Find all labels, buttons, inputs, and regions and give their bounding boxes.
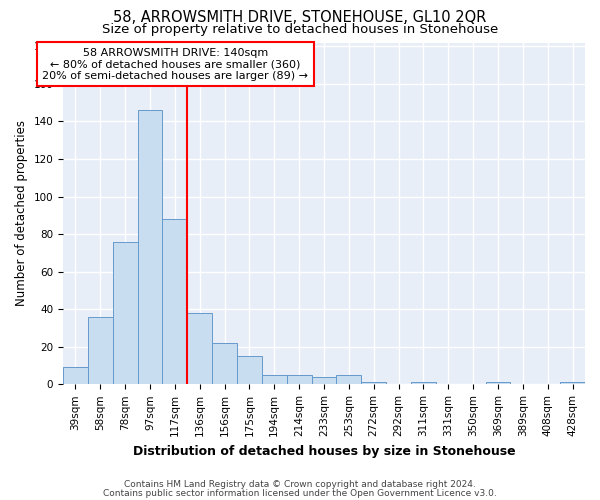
Text: 58, ARROWSMITH DRIVE, STONEHOUSE, GL10 2QR: 58, ARROWSMITH DRIVE, STONEHOUSE, GL10 2…	[113, 10, 487, 25]
Bar	[262, 375, 287, 384]
Bar	[237, 356, 262, 384]
Bar	[311, 377, 337, 384]
Bar	[411, 382, 436, 384]
Bar	[560, 382, 585, 384]
Bar	[137, 110, 163, 384]
Y-axis label: Number of detached properties: Number of detached properties	[15, 120, 28, 306]
Bar	[113, 242, 137, 384]
Bar	[88, 316, 113, 384]
Bar	[337, 375, 361, 384]
Bar	[187, 313, 212, 384]
Bar	[287, 375, 311, 384]
Text: 58 ARROWSMITH DRIVE: 140sqm
← 80% of detached houses are smaller (360)
20% of se: 58 ARROWSMITH DRIVE: 140sqm ← 80% of det…	[42, 48, 308, 81]
Text: Contains HM Land Registry data © Crown copyright and database right 2024.: Contains HM Land Registry data © Crown c…	[124, 480, 476, 489]
Text: Contains public sector information licensed under the Open Government Licence v3: Contains public sector information licen…	[103, 488, 497, 498]
Bar	[63, 368, 88, 384]
Bar	[163, 219, 187, 384]
Bar	[212, 343, 237, 384]
Text: Size of property relative to detached houses in Stonehouse: Size of property relative to detached ho…	[102, 22, 498, 36]
Bar	[361, 382, 386, 384]
Bar	[485, 382, 511, 384]
X-axis label: Distribution of detached houses by size in Stonehouse: Distribution of detached houses by size …	[133, 444, 515, 458]
